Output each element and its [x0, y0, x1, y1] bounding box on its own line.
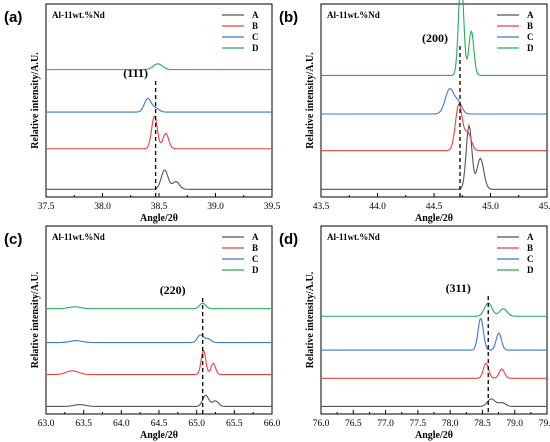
x-tick-label-a: 38.0: [94, 202, 111, 212]
legend-label-A-d: A: [527, 232, 534, 242]
panel-label-c: (c): [4, 231, 22, 248]
chart-panel-b: 43.5 44.0 44.5 45.0 45.5 Angle/2θ Relative int…: [279, 0, 550, 224]
peak-label-d: (311): [446, 281, 471, 295]
x-tick-label-a: 38.5: [151, 202, 168, 212]
x-tick-label-d: 79.0: [539, 419, 550, 429]
chart-panel-c: 63.0 63.5 64.0 64.5 65.0 65.5 66.0 Angle/2θ Rela…: [4, 225, 281, 441]
series-line-D-b: [321, 0, 547, 76]
legend-label-C-a: C: [252, 32, 259, 42]
legend-label-B-a: B: [252, 21, 258, 31]
legend-label-B-c: B: [252, 243, 258, 253]
legend-label-B-b: B: [527, 21, 533, 31]
x-tick-label-c: 65.5: [226, 419, 243, 429]
y-axis-title-a: Relative intensity/A.U.: [30, 52, 41, 149]
x-tick-label-a: 37.5: [38, 202, 55, 212]
peak-label-c: (220): [160, 283, 186, 297]
y-axis-title-b: Relative intensity/A.U.: [305, 52, 316, 149]
x-axis-title-b: Angle/2θ: [415, 213, 453, 224]
series-line-C-c: [46, 334, 272, 344]
plot-frame-a: [45, 3, 273, 198]
x-tick-label-b: 45.5: [539, 202, 550, 212]
x-tick-label-d: 76.5: [345, 419, 362, 429]
alloy-label-b: Al-11wt.%Nd: [327, 10, 380, 20]
legend-label-A-a: A: [252, 10, 259, 20]
series-line-C-a: [46, 97, 272, 113]
chart-panel-a: 37.5 38.0 38.5 39.0 39.5 Angle/2θ Relative int…: [4, 3, 281, 224]
peak-label-a: (111): [123, 66, 148, 80]
series-line-A-d: [321, 398, 547, 408]
x-tick-label-c: 65.0: [188, 419, 205, 429]
y-axis-title-c: Relative intensity/A.U.: [30, 271, 41, 368]
series-line-B-d: [321, 362, 547, 379]
x-tick-label-b: 45.0: [482, 202, 499, 212]
legend-label-A-b: A: [527, 10, 534, 20]
series-line-D-c: [46, 302, 272, 310]
panel-label-d: (d): [279, 231, 298, 248]
x-tick-label-d: 78.5: [474, 419, 491, 429]
legend-label-C-d: C: [527, 254, 534, 264]
series-line-D-d: [321, 302, 547, 317]
x-tick-label-c: 63.0: [38, 419, 55, 429]
series-line-D-a: [46, 63, 272, 71]
x-tick-label-d: 76.0: [313, 419, 330, 429]
peak-label-b: (200): [422, 31, 448, 45]
x-tick-label-d: 79.0: [506, 419, 523, 429]
x-tick-label-b: 43.5: [313, 202, 330, 212]
x-axis-title-a: Angle/2θ: [140, 213, 178, 224]
x-tick-label-b: 44.0: [369, 202, 386, 212]
x-tick-label-a: 39.0: [207, 202, 224, 212]
x-tick-label-d: 78.0: [442, 419, 459, 429]
legend-label-C-c: C: [252, 254, 259, 264]
series-line-A-b: [321, 123, 547, 190]
series-line-A-a: [46, 169, 272, 190]
series-line-C-d: [321, 318, 547, 351]
panel-label-b: (b): [279, 9, 298, 26]
series-line-B-a: [46, 115, 272, 150]
x-tick-label-c: 64.0: [113, 419, 130, 429]
x-axis-title-d: Angle/2θ: [415, 430, 453, 441]
panel-label-a: (a): [4, 9, 22, 26]
alloy-label-d: Al-11wt.%Nd: [327, 232, 380, 242]
legend-label-A-c: A: [252, 232, 259, 242]
x-tick-label-c: 64.5: [151, 419, 168, 429]
legend-label-D-c: D: [252, 265, 259, 275]
series-line-B-b: [321, 103, 547, 152]
legend-label-D-b: D: [527, 43, 534, 53]
alloy-label-c: Al-11wt.%Nd: [52, 232, 105, 242]
legend-label-D-d: D: [527, 265, 534, 275]
x-tick-label-d: 77.5: [410, 419, 427, 429]
x-tick-label-d: 77.0: [377, 419, 394, 429]
series-line-B-c: [46, 349, 272, 376]
legend-label-B-d: B: [527, 243, 533, 253]
chart-panel-d: 76.0 76.5 77.0 77.5 78.0 78.5 79.0 79.0 Angle/2θ…: [279, 225, 550, 441]
alloy-label-a: Al-11wt.%Nd: [52, 10, 105, 20]
x-tick-label-c: 66.0: [264, 419, 281, 429]
x-tick-label-a: 39.5: [264, 202, 281, 212]
legend-label-D-a: D: [252, 43, 259, 53]
x-tick-label-b: 44.5: [426, 202, 443, 212]
series-line-C-b: [321, 88, 547, 115]
plot-frame-c: [45, 225, 273, 415]
legend-label-C-b: C: [527, 32, 534, 42]
x-axis-title-c: Angle/2θ: [140, 430, 178, 441]
x-tick-label-c: 63.5: [75, 419, 92, 429]
series-line-A-c: [46, 394, 272, 408]
y-axis-title-d: Relative intensity/A.U.: [305, 271, 316, 368]
plot-frame-d: [320, 225, 548, 415]
